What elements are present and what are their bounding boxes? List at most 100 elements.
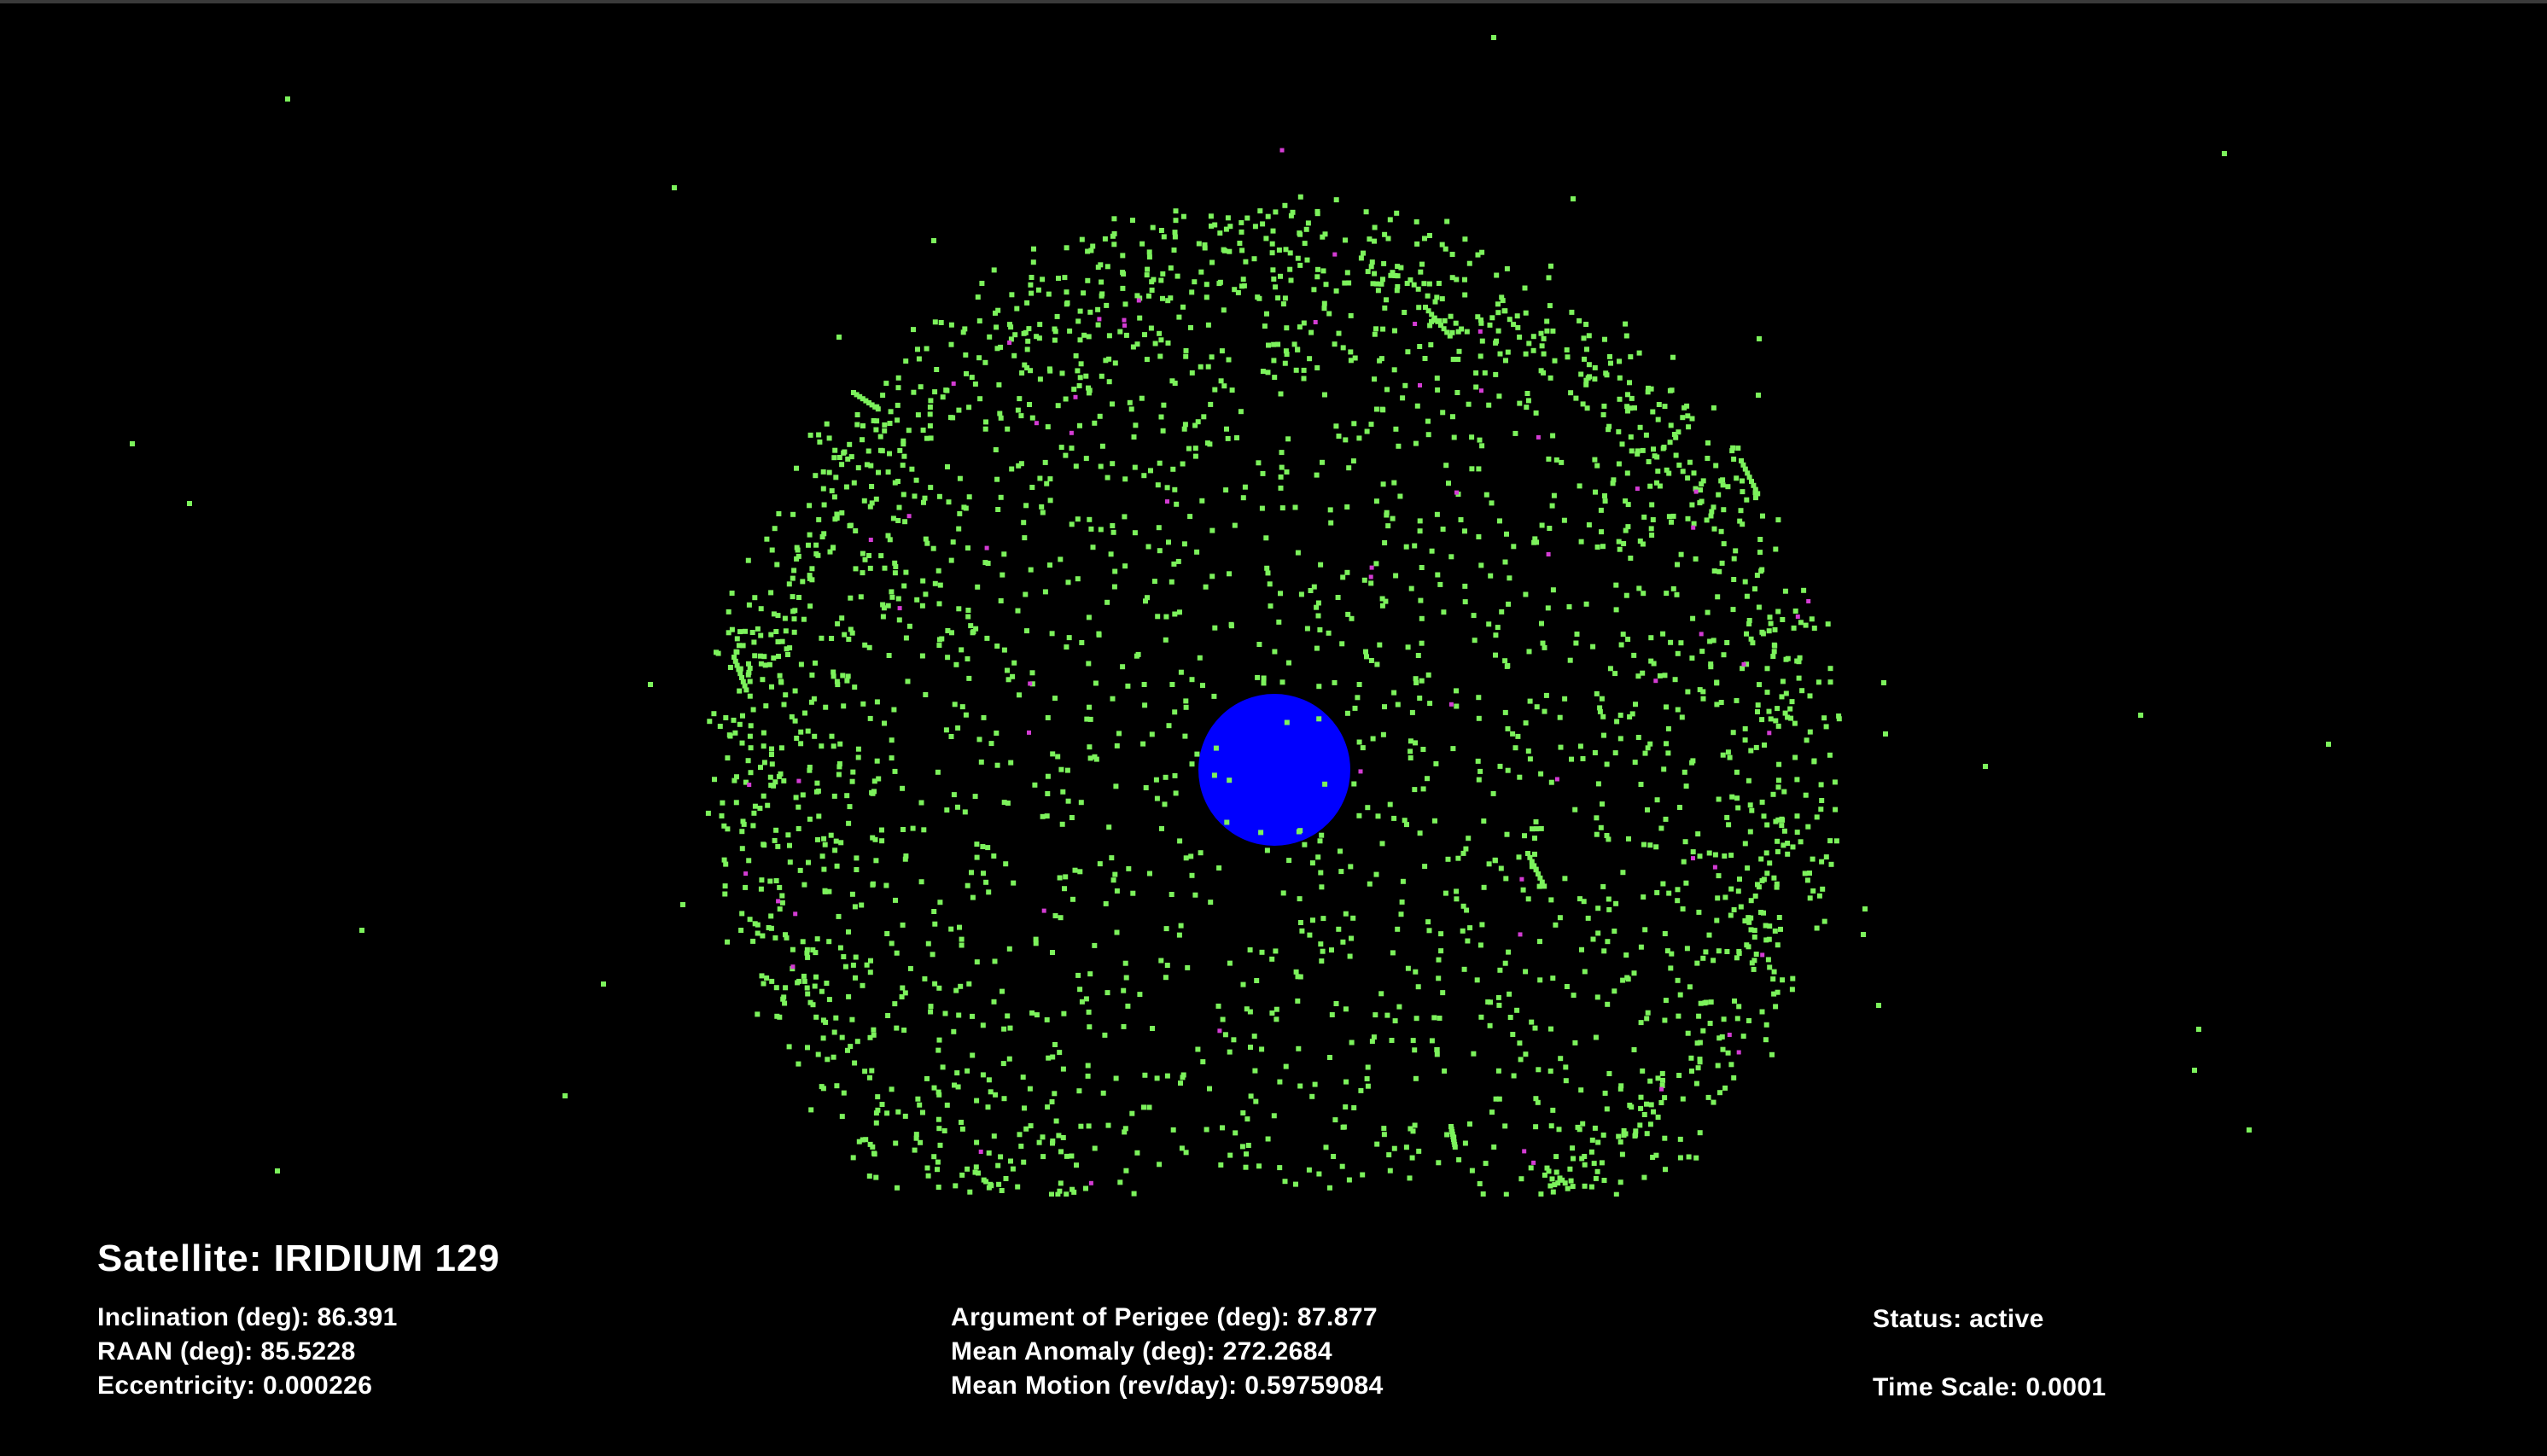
satellite-dot[interactable] bbox=[846, 637, 851, 642]
satellite-dot[interactable] bbox=[1461, 851, 1466, 856]
satellite-dot[interactable] bbox=[1546, 457, 1551, 462]
satellite-dot[interactable] bbox=[1664, 741, 1669, 746]
satellite-dot[interactable] bbox=[1724, 815, 1729, 820]
satellite-dot[interactable] bbox=[1621, 541, 1626, 546]
satellite-dot[interactable] bbox=[1686, 424, 1691, 429]
satellite-dot[interactable] bbox=[1499, 609, 1504, 614]
satellite-dot[interactable] bbox=[1721, 507, 1726, 512]
satellite-dot[interactable] bbox=[1121, 988, 1126, 993]
satellite-dot[interactable] bbox=[1025, 339, 1030, 344]
satellite-dot[interactable] bbox=[1418, 518, 1423, 523]
satellite-dot[interactable] bbox=[1683, 839, 1688, 844]
satellite-dot[interactable] bbox=[1425, 294, 1431, 299]
satellite-dot[interactable] bbox=[854, 867, 859, 872]
satellite-dot[interactable] bbox=[1511, 322, 1516, 327]
satellite-dot[interactable] bbox=[984, 636, 989, 641]
satellite-dot[interactable] bbox=[1647, 742, 1652, 747]
satellite-dot[interactable] bbox=[783, 985, 788, 990]
satellite-dot[interactable] bbox=[1518, 932, 1523, 936]
satellite-dot[interactable] bbox=[1042, 909, 1046, 913]
satellite-dot[interactable] bbox=[1456, 329, 1461, 335]
satellite-dot[interactable] bbox=[1161, 428, 1166, 434]
satellite-dot[interactable] bbox=[936, 643, 941, 648]
satellite-dot[interactable] bbox=[966, 981, 971, 987]
satellite-dot[interactable] bbox=[1316, 684, 1321, 689]
satellite-dot[interactable] bbox=[998, 345, 1003, 350]
satellite-dot[interactable] bbox=[1398, 265, 1403, 271]
satellite-dot[interactable] bbox=[855, 1039, 860, 1044]
satellite-dot[interactable] bbox=[761, 981, 766, 987]
satellite-dot[interactable] bbox=[1058, 767, 1064, 772]
satellite-dot[interactable] bbox=[1137, 316, 1142, 321]
satellite-dot[interactable] bbox=[1639, 782, 1644, 787]
satellite-dot[interactable] bbox=[1284, 247, 1289, 252]
satellite-dot[interactable] bbox=[1540, 523, 1545, 528]
satellite-dot[interactable] bbox=[1728, 1062, 1734, 1067]
satellite-dot[interactable] bbox=[848, 596, 853, 601]
satellite-dot[interactable] bbox=[937, 900, 942, 905]
satellite-dot[interactable] bbox=[1319, 958, 1324, 964]
satellite-dot[interactable] bbox=[1669, 422, 1674, 428]
satellite-dot[interactable] bbox=[824, 981, 829, 986]
satellite-dot[interactable] bbox=[1130, 891, 1135, 896]
satellite-dot[interactable] bbox=[1507, 992, 1512, 997]
satellite-dot[interactable] bbox=[1401, 879, 1406, 884]
satellite-dot[interactable] bbox=[1133, 530, 1138, 535]
satellite-dot[interactable] bbox=[838, 840, 843, 845]
satellite-dot[interactable] bbox=[1298, 195, 1303, 200]
satellite-dot[interactable] bbox=[1517, 775, 1522, 780]
satellite-dot[interactable] bbox=[879, 838, 884, 843]
satellite-dot[interactable] bbox=[1606, 897, 1612, 902]
satellite-dot[interactable] bbox=[1334, 197, 1339, 202]
satellite-dot[interactable] bbox=[1343, 1006, 1349, 1011]
satellite-dot[interactable] bbox=[1147, 871, 1152, 877]
satellite-dot[interactable] bbox=[757, 806, 762, 811]
satellite-dot[interactable] bbox=[953, 702, 958, 707]
satellite-dot[interactable] bbox=[1209, 260, 1215, 265]
satellite-dot[interactable] bbox=[798, 741, 803, 746]
satellite-dot[interactable] bbox=[1421, 786, 1426, 791]
satellite-dot[interactable] bbox=[1641, 515, 1647, 520]
satellite-dot[interactable] bbox=[1075, 973, 1081, 978]
satellite-dot[interactable] bbox=[1158, 337, 1163, 342]
satellite-dot[interactable] bbox=[1197, 242, 1202, 247]
satellite-dot[interactable] bbox=[1120, 253, 1125, 258]
satellite-dot[interactable] bbox=[965, 1069, 970, 1074]
satellite-dot[interactable] bbox=[1668, 965, 1673, 970]
satellite-dot[interactable] bbox=[821, 469, 826, 475]
satellite-dot[interactable] bbox=[1550, 434, 1555, 439]
satellite-dot[interactable] bbox=[1642, 1112, 1647, 1117]
satellite-dot[interactable] bbox=[1617, 539, 1622, 545]
satellite-dot[interactable] bbox=[1686, 1031, 1691, 1036]
satellite-dot[interactable] bbox=[1548, 1027, 1553, 1032]
satellite-dot[interactable] bbox=[1049, 1192, 1054, 1197]
satellite-dot[interactable] bbox=[1790, 987, 1795, 992]
satellite-dot[interactable] bbox=[805, 955, 810, 960]
satellite-dot[interactable] bbox=[1643, 751, 1648, 756]
satellite-dot[interactable] bbox=[737, 722, 743, 727]
satellite-dot[interactable] bbox=[1147, 1105, 1152, 1110]
satellite-dot[interactable] bbox=[1046, 715, 1051, 720]
satellite-dot[interactable] bbox=[900, 441, 906, 446]
satellite-dot[interactable] bbox=[1771, 792, 1776, 797]
satellite-dot[interactable] bbox=[862, 498, 867, 504]
satellite-dot[interactable] bbox=[1181, 1073, 1186, 1078]
satellite-dot[interactable] bbox=[1355, 695, 1360, 700]
satellite-dot[interactable] bbox=[1689, 1069, 1694, 1074]
satellite-dot[interactable] bbox=[1759, 630, 1764, 635]
satellite-dot[interactable] bbox=[1078, 309, 1083, 314]
satellite-dot[interactable] bbox=[932, 1086, 937, 1091]
satellite-dot[interactable] bbox=[1207, 441, 1212, 446]
satellite-dot[interactable] bbox=[672, 185, 677, 190]
satellite-dot[interactable] bbox=[1314, 646, 1320, 651]
satellite-dot[interactable] bbox=[1364, 654, 1369, 659]
satellite-dot[interactable] bbox=[755, 931, 761, 936]
satellite-dot[interactable] bbox=[1061, 1011, 1066, 1016]
satellite-dot[interactable] bbox=[1296, 1046, 1301, 1051]
satellite-dot[interactable] bbox=[1281, 301, 1286, 306]
satellite-dot[interactable] bbox=[936, 1185, 941, 1190]
satellite-dot[interactable] bbox=[1776, 762, 1781, 767]
satellite-dot[interactable] bbox=[1660, 632, 1665, 637]
satellite-dot[interactable] bbox=[1707, 851, 1712, 856]
satellite-dot[interactable] bbox=[1075, 576, 1081, 581]
